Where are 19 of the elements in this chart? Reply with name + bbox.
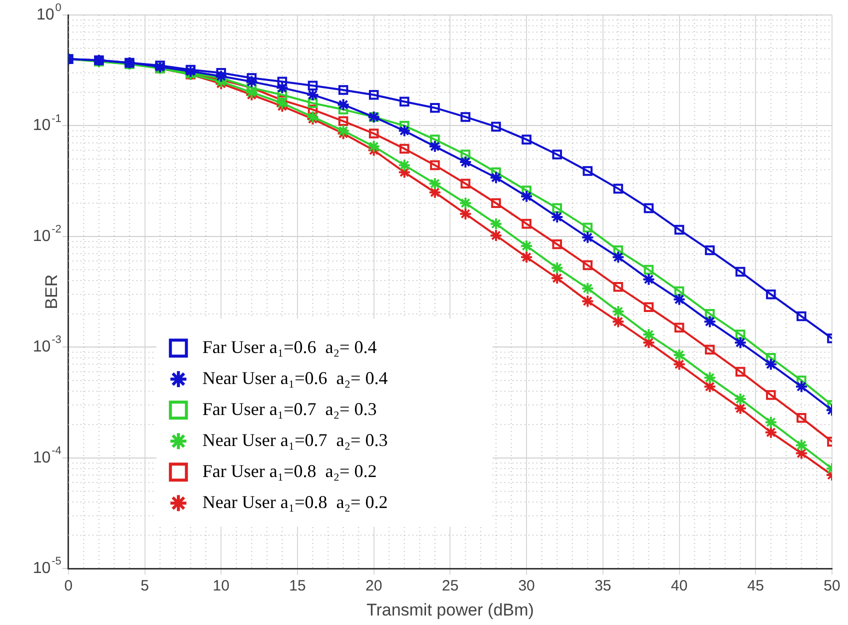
x-tick-label: 5 (140, 578, 149, 595)
x-tick-label: 35 (594, 578, 612, 595)
legend-label: Far User a₁=0.6 a₂= 0.4 (202, 336, 377, 357)
x-tick-label: 50 (824, 578, 840, 595)
y-axis-title: BER (42, 274, 61, 310)
x-tick-label: 30 (518, 578, 535, 595)
x-axis-title: Transmit power (dBm) (366, 600, 534, 620)
legend-label: Near User a₁=0.6 a₂= 0.4 (202, 368, 388, 388)
x-tick-label: 40 (670, 578, 688, 595)
x-tick-label: 15 (289, 578, 306, 595)
legend-label: Far User a₁=0.7 a₂= 0.3 (202, 398, 377, 419)
x-tick-label: 0 (64, 578, 73, 595)
legend-label: Near User a₁=0.8 a₂= 0.2 (202, 492, 388, 512)
x-tick-label: 10 (212, 578, 230, 595)
legend-label: Near User a₁=0.7 a₂= 0.3 (202, 430, 388, 450)
legend-label: Far User a₁=0.8 a₂= 0.2 (202, 460, 377, 481)
x-tick-label: 45 (747, 578, 764, 595)
x-tick-label: 25 (442, 578, 459, 595)
x-tick-label: 20 (365, 578, 382, 595)
